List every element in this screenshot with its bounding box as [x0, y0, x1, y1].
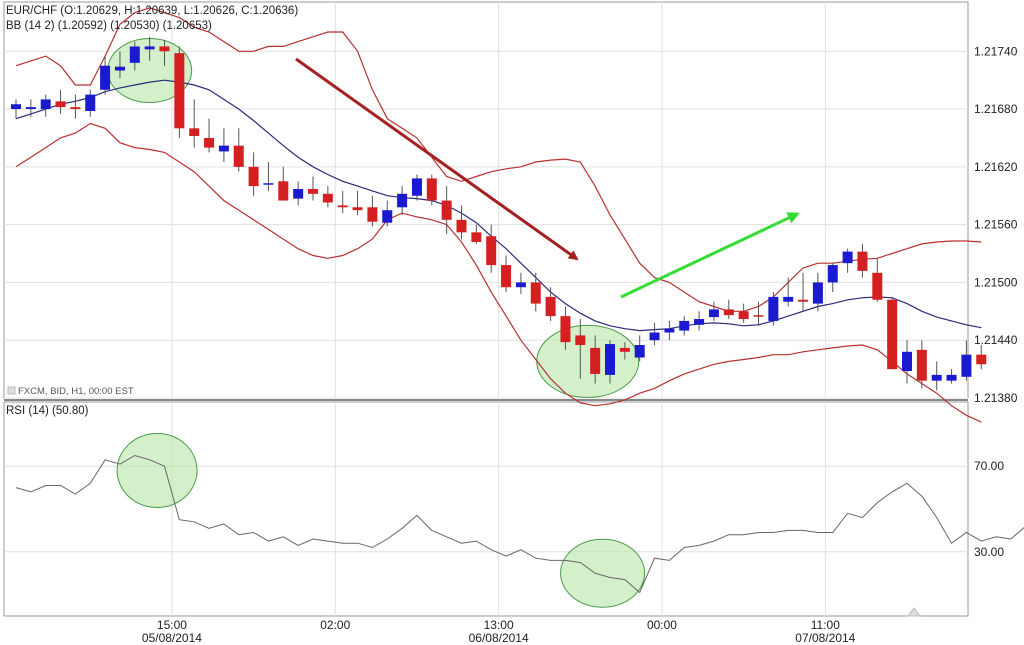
candle-body — [248, 166, 259, 187]
price-tick-label: 1.21380 — [974, 391, 1018, 405]
candle-body — [40, 99, 51, 110]
candle-body — [411, 178, 422, 196]
candle-body — [189, 128, 200, 137]
scroll-marker-icon — [907, 607, 921, 617]
candle-body — [634, 345, 645, 358]
candle-body — [723, 309, 734, 316]
date-tick-label: 06/08/2014 — [469, 631, 529, 645]
rsi-header: RSI (14) (50.80) — [6, 405, 89, 417]
candle-body — [590, 347, 601, 374]
candle-body — [798, 299, 809, 302]
candle-body — [204, 137, 215, 148]
rsi-tick-label: 70.00 — [974, 459, 1004, 473]
candle-body — [887, 299, 898, 370]
bb-header: BB (14 2) (1.20592) (1.20530) (1.20653) — [6, 20, 212, 32]
candle-body — [100, 65, 111, 90]
date-tick-label: 05/08/2014 — [142, 631, 202, 645]
candle-body — [70, 107, 81, 110]
watermark: FXCM, BID, H1, 00:00 EST — [18, 386, 134, 397]
price-tick-label: 1.21680 — [974, 102, 1018, 116]
candle-body — [679, 320, 690, 331]
bb-upper-line — [15, 7, 982, 312]
candle-body — [664, 328, 675, 333]
candle-body — [560, 316, 571, 343]
candle-body — [218, 145, 229, 152]
candle-body — [337, 205, 348, 208]
bb-lower-line — [15, 122, 982, 423]
candle-body — [738, 311, 749, 320]
candle-body — [11, 104, 21, 110]
rsi-tick-label: 30.00 — [974, 545, 1004, 559]
time-tick-label: 02:00 — [320, 618, 350, 632]
symbol-header: EUR/CHF (O:1.20629, H:1.20639, L:1.20626… — [6, 5, 298, 17]
watermark-icon — [7, 386, 16, 395]
candle-body — [530, 282, 541, 304]
candle-body — [174, 53, 185, 129]
candle-body — [233, 145, 244, 167]
time-tick-label: 15:00 — [157, 618, 187, 632]
candle-body — [352, 207, 363, 211]
candle-body — [783, 296, 794, 302]
candle-body — [382, 210, 393, 223]
price-tick-label: 1.21560 — [974, 218, 1018, 232]
uptrend-arrow — [620, 212, 800, 299]
candle-body — [857, 251, 868, 271]
downtrend-arrow — [295, 57, 579, 261]
candle-body — [753, 315, 764, 317]
rsi-highlight-circle-bottom — [560, 538, 646, 608]
candle-body — [605, 344, 615, 375]
candle-body — [263, 183, 274, 185]
date-tick-label: 07/08/2014 — [795, 631, 855, 645]
candle-body — [293, 188, 304, 199]
candle-body — [397, 193, 408, 208]
candle-body — [916, 349, 927, 381]
candle-body — [322, 193, 333, 203]
candle-body — [842, 251, 853, 264]
candle-body — [812, 282, 823, 304]
candle-body — [961, 354, 972, 377]
candle-body — [619, 347, 630, 352]
price-tick-label: 1.21620 — [974, 160, 1018, 174]
price-tick-label: 1.21500 — [974, 275, 1018, 289]
candle-body — [55, 101, 66, 108]
price-tick-label: 1.21440 — [974, 333, 1018, 347]
candle-body — [456, 219, 467, 233]
candle-body — [946, 374, 957, 381]
candle-body — [278, 181, 289, 201]
candle-body — [159, 46, 170, 52]
candle-body — [768, 296, 779, 321]
candle-body — [649, 332, 660, 341]
candle-body — [426, 178, 437, 201]
candle-body — [367, 207, 378, 222]
candle-body — [501, 265, 512, 288]
candle-body — [441, 200, 452, 220]
time-tick-label: 13:00 — [484, 618, 514, 632]
candle-body — [129, 46, 140, 63]
candle-body — [575, 335, 586, 346]
time-tick-label: 11:00 — [811, 618, 840, 632]
rsi-highlight-circle-top — [116, 432, 198, 508]
price-tick-label: 1.21740 — [974, 44, 1018, 58]
candle-body — [827, 265, 838, 283]
time-tick-label: 00:00 — [647, 618, 677, 632]
highlight-circle-bottom — [536, 324, 640, 398]
candle-body — [872, 272, 883, 300]
candle-body — [931, 374, 942, 381]
candle-body — [114, 66, 125, 71]
candle-body — [515, 282, 526, 288]
candle-body — [976, 354, 987, 365]
candle-body — [486, 236, 497, 266]
candle-body — [85, 94, 96, 111]
candle-body — [144, 46, 155, 50]
candle-body — [308, 188, 318, 194]
candle-body — [25, 107, 36, 110]
candle-body — [902, 351, 912, 372]
candle-body — [545, 296, 556, 317]
candle-body — [694, 319, 705, 325]
candle-body — [708, 309, 719, 318]
candle-body — [471, 232, 482, 242]
rsi-line — [15, 454, 1024, 594]
